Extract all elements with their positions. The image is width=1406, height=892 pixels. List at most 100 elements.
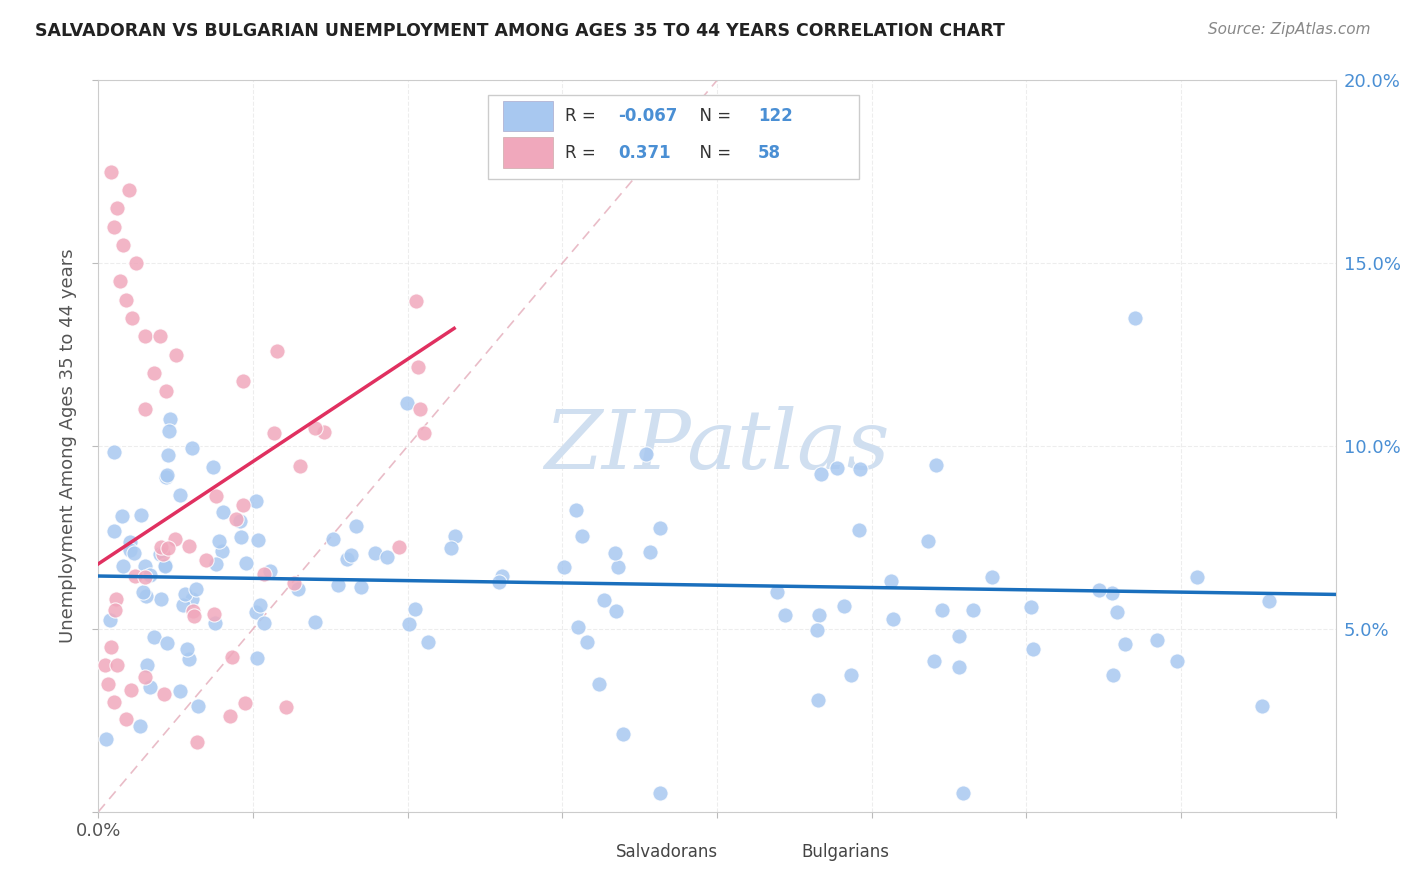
- Point: [186, 735, 208, 749]
- Point: [165, 348, 187, 362]
- Point: [173, 587, 195, 601]
- Point: [336, 552, 359, 566]
- Point: [1102, 667, 1125, 681]
- Point: [124, 256, 146, 270]
- Point: [152, 547, 174, 561]
- Point: [409, 402, 432, 417]
- Point: [326, 578, 349, 592]
- Point: [155, 384, 177, 399]
- Point: [603, 546, 626, 560]
- Point: [112, 238, 135, 252]
- Point: [925, 458, 948, 472]
- Point: [839, 667, 862, 681]
- Point: [103, 219, 125, 234]
- Point: [181, 604, 204, 618]
- Point: [1251, 699, 1274, 714]
- Text: Bulgarians: Bulgarians: [801, 843, 889, 861]
- Point: [588, 677, 610, 691]
- Point: [134, 570, 156, 584]
- Point: [1187, 570, 1209, 584]
- Point: [111, 508, 134, 523]
- Point: [1021, 641, 1043, 656]
- Text: N =: N =: [689, 107, 735, 125]
- Point: [880, 574, 903, 588]
- Point: [404, 602, 426, 616]
- Point: [232, 498, 254, 512]
- Point: [638, 545, 661, 559]
- Point: [304, 421, 326, 435]
- Point: [177, 540, 200, 554]
- Point: [118, 183, 141, 197]
- Point: [249, 598, 271, 612]
- Point: [231, 531, 253, 545]
- Point: [246, 533, 269, 547]
- Point: [288, 459, 311, 474]
- Point: [100, 613, 122, 627]
- Point: [440, 541, 463, 556]
- Point: [287, 582, 309, 596]
- Point: [218, 709, 240, 723]
- Point: [948, 659, 970, 673]
- Point: [105, 591, 128, 606]
- Point: [488, 574, 510, 589]
- Point: [398, 617, 420, 632]
- Point: [211, 544, 233, 558]
- Point: [1021, 599, 1043, 614]
- Point: [344, 519, 367, 533]
- Point: [408, 359, 430, 374]
- Point: [135, 589, 157, 603]
- Point: [364, 546, 387, 560]
- Point: [100, 165, 122, 179]
- Point: [156, 467, 179, 482]
- Point: [571, 529, 593, 543]
- Point: [253, 615, 276, 630]
- Point: [97, 676, 120, 690]
- Point: [225, 512, 247, 526]
- Point: [156, 541, 179, 555]
- Point: [120, 543, 142, 558]
- Point: [122, 546, 145, 560]
- Point: [444, 529, 467, 543]
- Point: [283, 575, 305, 590]
- Point: [1123, 311, 1146, 326]
- Point: [204, 615, 226, 630]
- Point: [131, 508, 153, 523]
- Text: R =: R =: [565, 144, 600, 161]
- Point: [810, 467, 832, 481]
- Point: [388, 540, 411, 554]
- Point: [153, 687, 176, 701]
- Point: [103, 444, 125, 458]
- Point: [849, 462, 872, 476]
- Point: [304, 615, 326, 629]
- Text: -0.067: -0.067: [619, 107, 678, 125]
- Point: [650, 521, 672, 535]
- Point: [606, 560, 628, 574]
- Point: [183, 609, 205, 624]
- Point: [120, 535, 142, 549]
- Point: [1166, 654, 1188, 668]
- Point: [139, 680, 162, 694]
- Point: [134, 670, 156, 684]
- Point: [259, 564, 281, 578]
- Point: [157, 425, 180, 439]
- Point: [100, 640, 122, 655]
- Point: [245, 606, 267, 620]
- Point: [121, 311, 143, 326]
- Point: [567, 620, 589, 634]
- Text: N =: N =: [689, 144, 735, 161]
- Y-axis label: Unemployment Among Ages 35 to 44 years: Unemployment Among Ages 35 to 44 years: [59, 249, 77, 643]
- Point: [339, 548, 361, 562]
- Point: [177, 652, 200, 666]
- Text: 122: 122: [758, 107, 793, 125]
- Point: [134, 329, 156, 343]
- Point: [952, 787, 974, 801]
- Point: [202, 607, 225, 622]
- Point: [592, 592, 614, 607]
- Point: [153, 558, 176, 573]
- Point: [827, 461, 849, 475]
- Point: [634, 447, 657, 461]
- Point: [194, 553, 217, 567]
- Point: [350, 580, 373, 594]
- Point: [233, 697, 256, 711]
- Point: [150, 591, 173, 606]
